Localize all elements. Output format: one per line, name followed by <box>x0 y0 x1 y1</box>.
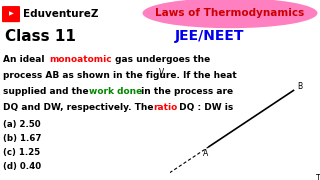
Text: supplied and the: supplied and the <box>3 87 92 96</box>
Text: monoatomic: monoatomic <box>49 55 112 64</box>
Text: An ideal: An ideal <box>3 55 48 64</box>
Text: DQ and DW, respectively. The: DQ and DW, respectively. The <box>3 103 156 112</box>
Text: (a) 2.50: (a) 2.50 <box>3 120 41 129</box>
Text: gas undergoes the: gas undergoes the <box>112 55 210 64</box>
Text: T: T <box>316 174 320 180</box>
Text: ▶: ▶ <box>9 12 13 17</box>
Text: B: B <box>298 82 303 91</box>
Text: Laws of Thermodynamics: Laws of Thermodynamics <box>156 8 305 18</box>
Text: (c) 1.25: (c) 1.25 <box>3 148 40 157</box>
FancyBboxPatch shape <box>2 6 20 22</box>
Text: process AB as shown in the figure. If the heat: process AB as shown in the figure. If th… <box>3 71 237 80</box>
Text: in the process are: in the process are <box>138 87 233 96</box>
Text: (d) 0.40: (d) 0.40 <box>3 162 41 171</box>
Text: ratio: ratio <box>153 103 177 112</box>
Text: V: V <box>158 68 164 77</box>
Text: work done: work done <box>89 87 142 96</box>
Text: (b) 1.67: (b) 1.67 <box>3 134 42 143</box>
Text: DQ : DW is: DQ : DW is <box>176 103 233 112</box>
Text: JEE/NEET: JEE/NEET <box>175 29 245 43</box>
Text: Class 11: Class 11 <box>5 29 76 44</box>
Text: A: A <box>204 149 209 158</box>
Ellipse shape <box>142 0 317 28</box>
Text: EduventureZ: EduventureZ <box>23 9 99 19</box>
